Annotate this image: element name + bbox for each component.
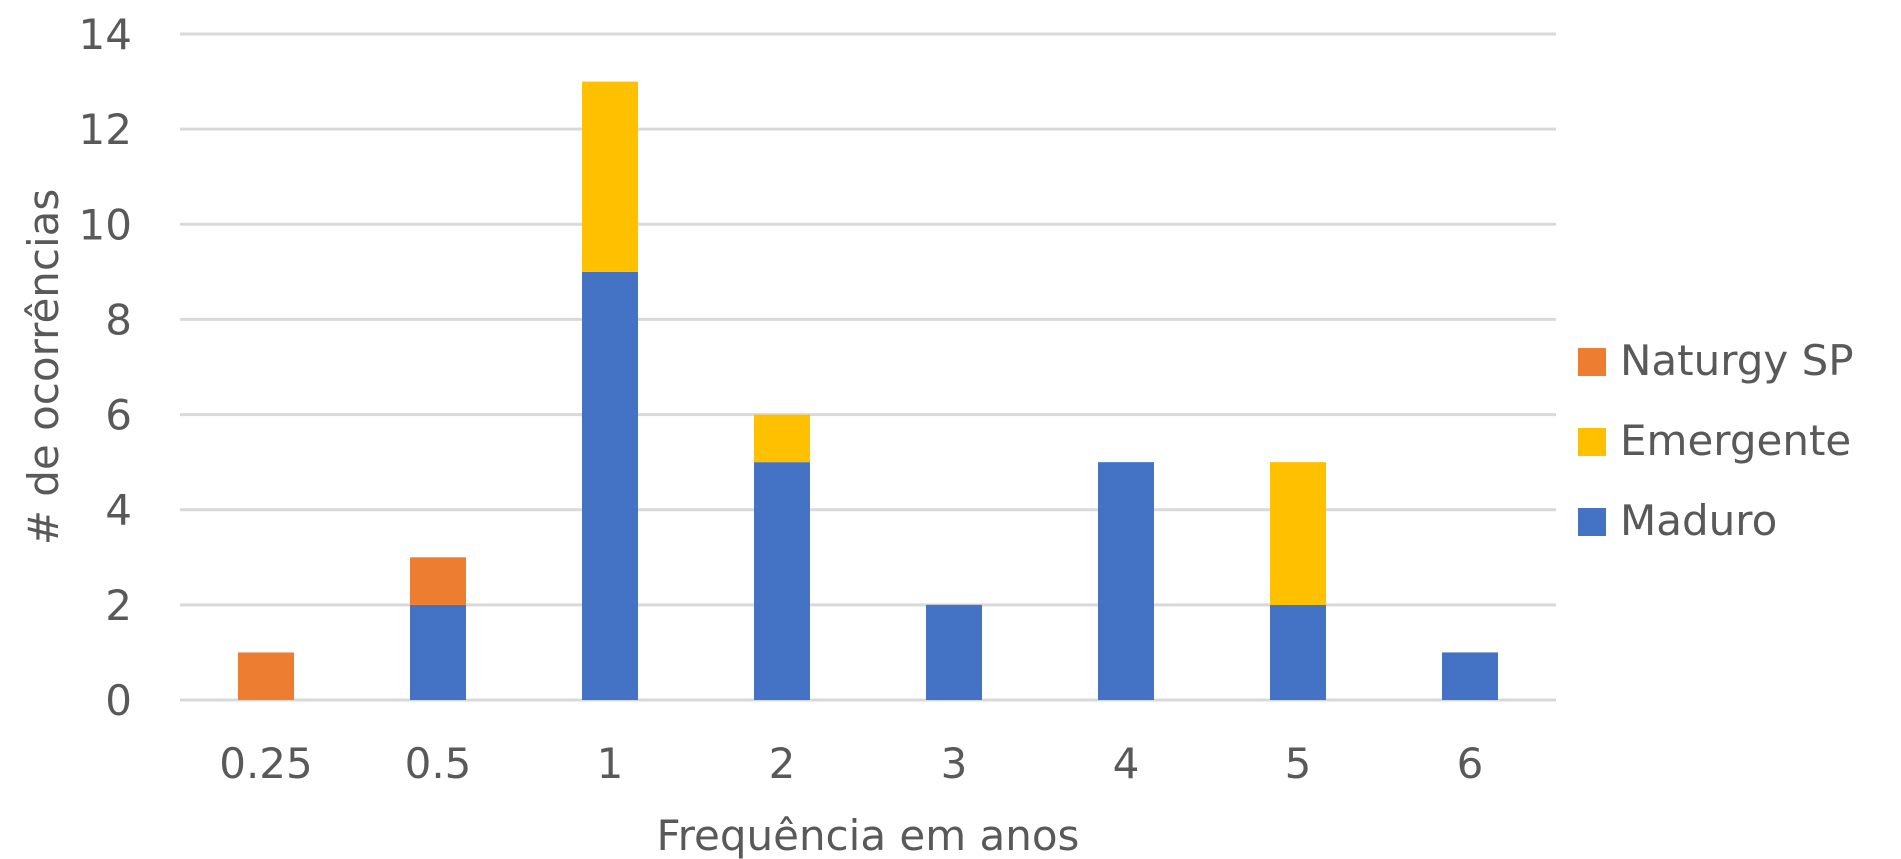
- legend-swatch: [1578, 428, 1606, 456]
- legend-swatch: [1578, 508, 1606, 536]
- y-tick-label: 0: [105, 676, 132, 725]
- legend-swatch: [1578, 348, 1606, 376]
- x-tick-label: 0.5: [405, 739, 472, 788]
- y-tick-label: 10: [79, 200, 132, 249]
- y-tick-label: 12: [79, 105, 132, 154]
- y-tick-label: 6: [105, 391, 132, 440]
- y-tick-label: 14: [79, 10, 132, 59]
- y-tick-label: 8: [105, 295, 132, 344]
- x-tick-label: 6: [1457, 739, 1484, 788]
- bar-maduro-1: [582, 271, 638, 700]
- x-axis-title: Frequência em anos: [657, 811, 1080, 859]
- x-tick-label: 3: [941, 739, 968, 788]
- bar-emergente-5: [1270, 462, 1326, 605]
- bar-maduro-5: [1270, 604, 1326, 700]
- y-axis-title: # de ocorrências: [19, 189, 68, 546]
- bar-maduro-2: [754, 462, 810, 700]
- bar-maduro-4: [1098, 462, 1154, 700]
- y-tick-label: 4: [105, 486, 132, 535]
- x-tick-label: 4: [1113, 739, 1140, 788]
- x-tick-label: 0.25: [219, 739, 313, 788]
- legend-label: Emergente: [1620, 416, 1851, 465]
- x-tick-label: 5: [1285, 739, 1312, 788]
- y-tick-label: 2: [105, 581, 132, 630]
- bar-naturgy-sp-0.5: [410, 557, 466, 605]
- bar-emergente-1: [582, 81, 638, 272]
- bar-maduro-3: [926, 604, 982, 700]
- y-tick-labels: 0 2 4 6 8 10 12 14: [79, 10, 132, 725]
- x-tick-labels: 0.25 0.5 1 2 3 4 5 6: [219, 739, 1483, 788]
- bars: [238, 81, 1498, 700]
- legend: Naturgy SP Emergente Maduro: [1578, 336, 1854, 545]
- bar-naturgy-sp-0.25: [238, 652, 294, 700]
- x-tick-label: 1: [597, 739, 624, 788]
- bar-maduro-6: [1442, 652, 1498, 700]
- x-tick-label: 2: [769, 739, 796, 788]
- legend-label: Maduro: [1620, 496, 1777, 545]
- legend-label: Naturgy SP: [1620, 336, 1854, 385]
- gridlines: [180, 32, 1556, 702]
- bar-emergente-2: [754, 414, 810, 463]
- bar-maduro-0.5: [410, 604, 466, 700]
